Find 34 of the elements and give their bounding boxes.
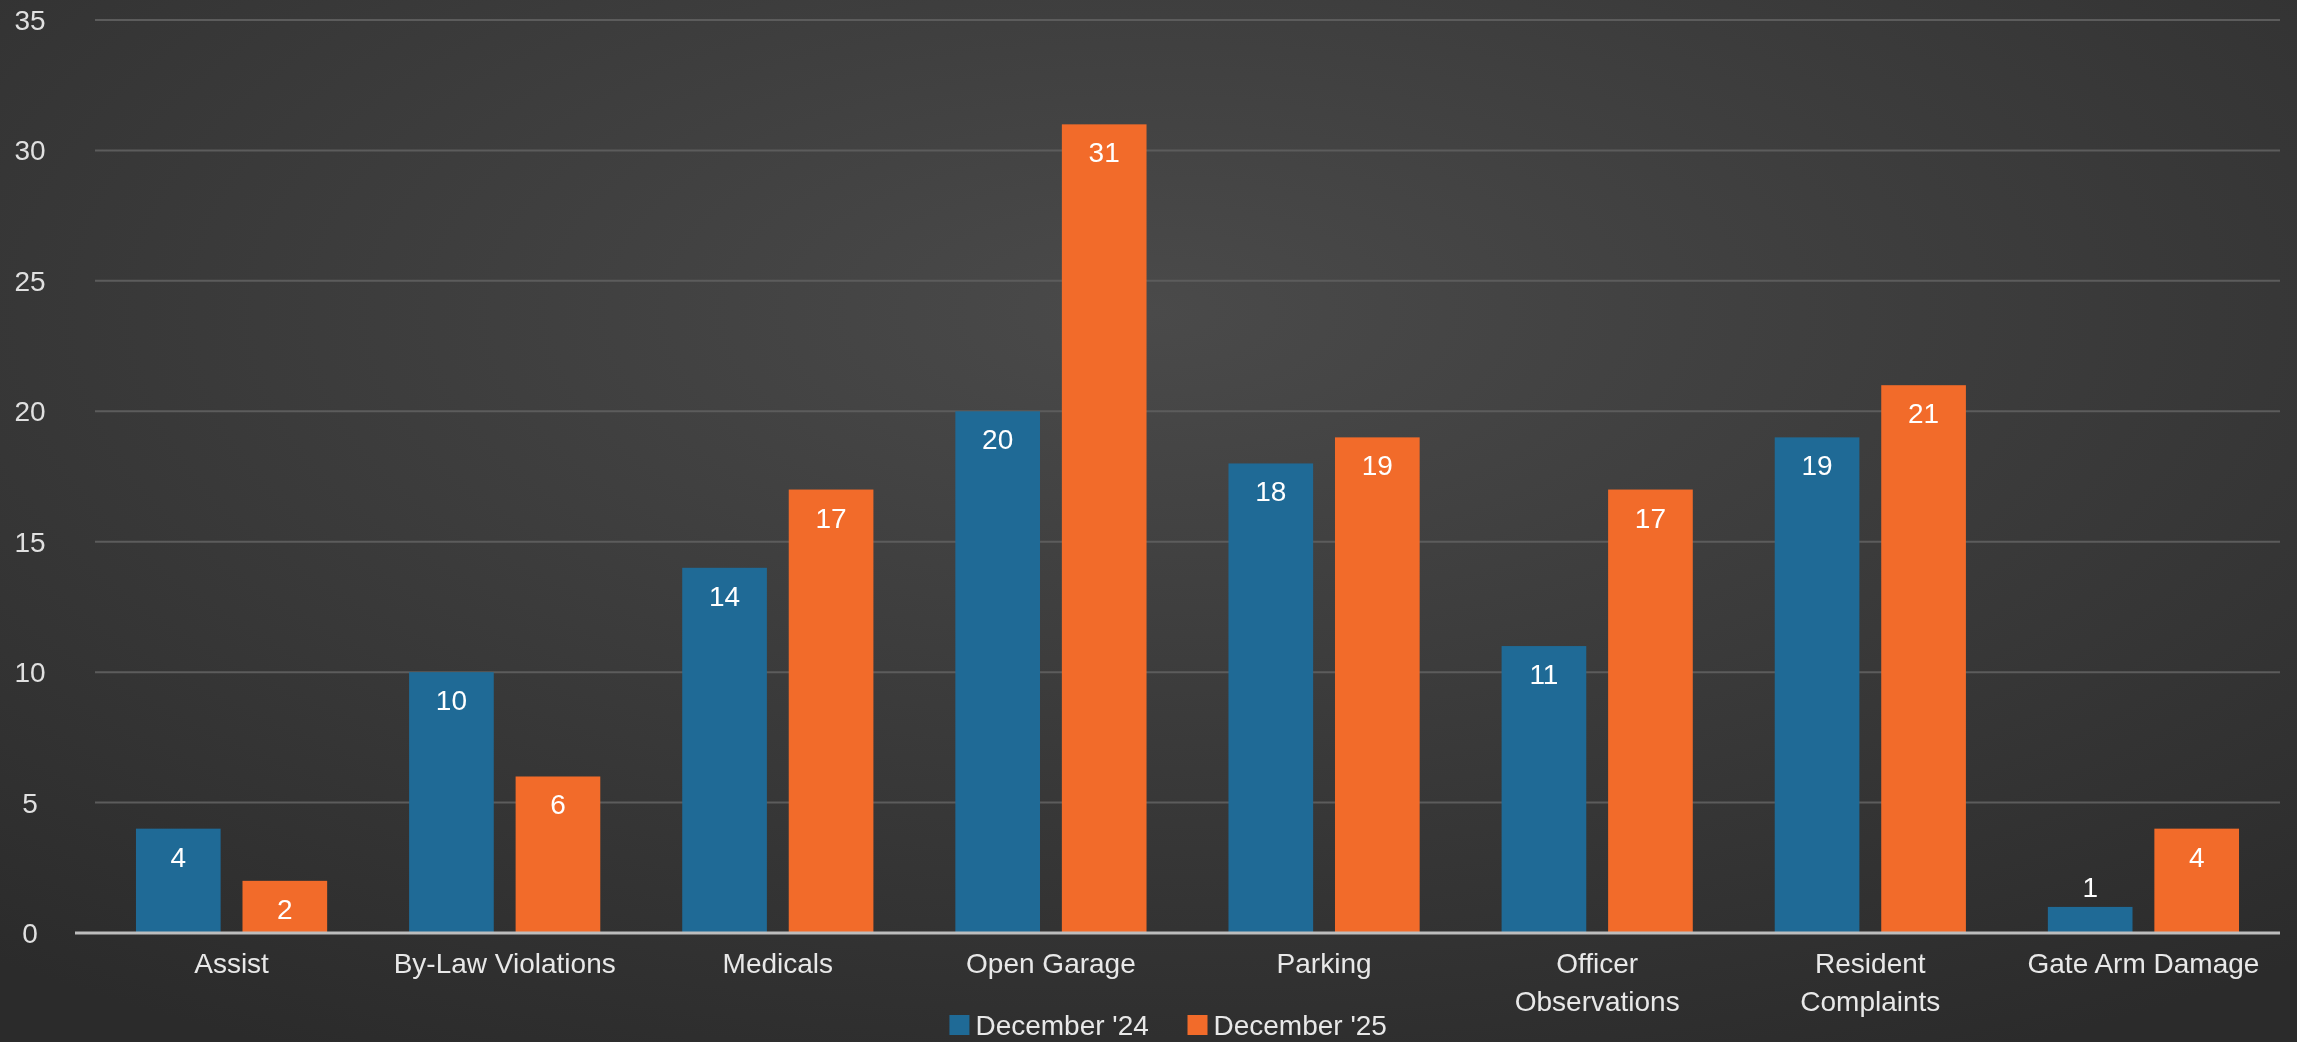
- data-label: 17: [1634, 502, 1667, 534]
- y-tick-label: 25: [14, 265, 46, 297]
- x-tick-label: Open Garage: [966, 948, 1136, 979]
- x-tick-label: Assist: [194, 948, 270, 979]
- data-label: 20: [982, 424, 1014, 456]
- x-tick-label: Gate Arm Damage: [2027, 948, 2260, 979]
- data-label: 2: [277, 893, 293, 925]
- y-tick-label: 15: [14, 526, 46, 558]
- data-label: 17: [815, 502, 847, 534]
- y-tick-label: 5: [22, 787, 38, 819]
- data-label: 6: [550, 789, 566, 821]
- data-label: 21: [1907, 398, 1940, 430]
- data-label: 14: [708, 580, 741, 612]
- data-label: 19: [1801, 450, 1833, 482]
- data-label: 4: [2188, 841, 2205, 873]
- data-label: 31: [1088, 137, 1120, 169]
- y-tick-label: 35: [14, 5, 46, 36]
- x-tick-label: Parking: [1276, 948, 1372, 979]
- x-tick-label: Resident Complaints: [1800, 948, 1941, 1017]
- y-tick-label: 30: [14, 135, 46, 167]
- y-tick-label: 0: [22, 918, 38, 949]
- data-label: 10: [435, 685, 468, 717]
- x-tick-label: Officer Observations: [1514, 948, 1680, 1017]
- data-label: 1: [2082, 871, 2098, 903]
- x-tick-label: By-Law Violations: [393, 948, 616, 979]
- y-tick-label: 10: [14, 657, 46, 689]
- data-label: 19: [1361, 450, 1393, 482]
- legend-label: December '25: [1213, 1010, 1387, 1041]
- data-label: 11: [1529, 659, 1559, 691]
- data-label: 4: [170, 841, 187, 873]
- y-tick-label: 20: [14, 396, 46, 428]
- x-tick-label: Medicals: [722, 948, 834, 979]
- legend-label: December '24: [975, 1010, 1149, 1041]
- data-label: 18: [1255, 476, 1287, 508]
